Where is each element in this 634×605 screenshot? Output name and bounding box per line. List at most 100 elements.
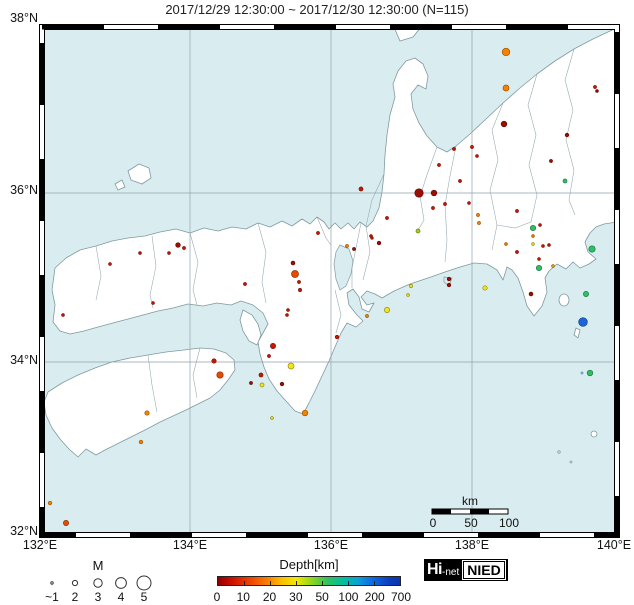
earthquake-point xyxy=(415,228,421,234)
earthquake-point xyxy=(279,381,285,387)
earthquake-point xyxy=(63,520,69,526)
earthquake-point xyxy=(562,178,568,184)
depth-legend-tick-label: 20 xyxy=(262,590,277,604)
earthquake-point xyxy=(290,260,296,266)
earthquake-point xyxy=(267,354,271,358)
earthquake-point xyxy=(287,362,295,370)
magnitude-legend-circles xyxy=(50,575,152,591)
y-axis-tick-label: 38°N xyxy=(10,11,38,25)
landmass-honshu xyxy=(51,27,617,415)
earthquake-point xyxy=(211,358,217,364)
earthquake-point xyxy=(535,264,543,272)
logo-nied-text: NIED xyxy=(462,560,506,580)
landmass-awaji xyxy=(239,309,262,346)
depth-legend-tick-label: 0 xyxy=(213,590,221,604)
magnitude-legend-title: M xyxy=(92,558,104,573)
magnitude-legend-label: 4 xyxy=(117,590,125,604)
magnitude-legend-circle xyxy=(115,577,127,589)
earthquake-point xyxy=(470,145,474,149)
earthquake-point xyxy=(151,301,155,305)
earthquake-point xyxy=(475,154,479,158)
earthquake-point xyxy=(175,242,181,248)
depth-legend-tick-label: 10 xyxy=(236,590,250,604)
depth-legend-tick-label: 30 xyxy=(289,590,303,604)
earthquake-point xyxy=(406,293,410,297)
earthquake-point xyxy=(531,242,535,246)
x-axis-tick-label: 138°E xyxy=(454,538,490,552)
earthquake-point xyxy=(500,120,508,128)
lake-biwa xyxy=(333,244,354,291)
earthquake-point xyxy=(167,251,171,255)
magnitude-legend-label: 3 xyxy=(94,590,102,604)
depth-legend-tick-label: 200 xyxy=(364,590,385,604)
earthquake-point xyxy=(409,284,413,288)
earthquake-point xyxy=(144,410,150,416)
magnitude-legend-circle xyxy=(136,575,152,591)
earthquake-point xyxy=(541,244,545,248)
magnitude-legend-circle xyxy=(71,579,79,587)
earthquake-point xyxy=(580,371,584,375)
earthquake-point xyxy=(549,159,553,163)
depth-colorbar-tick xyxy=(348,581,349,585)
earthquake-point xyxy=(551,264,555,268)
earthquake-point xyxy=(258,372,264,378)
earthquake-point xyxy=(588,245,596,253)
earthquake-point xyxy=(446,282,452,288)
earthquake-point xyxy=(547,243,551,247)
earthquake-point xyxy=(477,221,481,225)
earthquake-point xyxy=(502,84,510,92)
earthquake-point xyxy=(431,206,435,210)
landmass-oki xyxy=(114,163,152,191)
depth-legend-tick-label: 100 xyxy=(338,590,359,604)
earthquake-point xyxy=(243,282,247,286)
earthquake-point xyxy=(515,209,519,213)
earthquake-point xyxy=(595,89,599,93)
scale-bar-tick-label: 50 xyxy=(464,516,478,530)
earthquake-point xyxy=(47,500,53,506)
earthquake-point xyxy=(538,223,542,227)
earthquake-point xyxy=(385,216,389,220)
earthquake-point xyxy=(528,291,534,297)
earthquake-point xyxy=(583,291,589,297)
logo-hi-text: Hi xyxy=(427,561,443,578)
magnitude-legend-label: 5 xyxy=(140,590,148,604)
map-frame xyxy=(39,24,620,538)
earthquake-point xyxy=(61,313,65,317)
magnitude-legend-label: 2 xyxy=(71,590,79,604)
earthquake-point xyxy=(531,234,535,238)
landmass-sado xyxy=(393,27,422,42)
earthquake-point xyxy=(437,163,441,167)
y-axis-tick-label: 32°N xyxy=(10,524,38,538)
earthquake-point xyxy=(182,246,186,250)
earthquake-point xyxy=(270,416,274,420)
earthquake-point xyxy=(452,147,456,151)
depth-colorbar xyxy=(217,576,401,586)
earthquake-point xyxy=(482,285,488,291)
earthquake-point xyxy=(270,343,276,349)
earthquake-point xyxy=(504,242,508,246)
izu-islands xyxy=(557,293,598,464)
magnitude-legend-circle xyxy=(93,578,103,588)
scale-bar-unit-label: km xyxy=(462,494,478,508)
depth-colorbar-tick xyxy=(244,581,245,585)
earthquake-point xyxy=(501,47,511,57)
earthquake-point xyxy=(370,236,374,240)
y-axis-tick-label: 34°N xyxy=(10,353,38,367)
depth-colorbar-tick xyxy=(270,581,271,585)
earthquake-point xyxy=(216,371,224,379)
earthquake-point xyxy=(358,186,364,192)
graticule xyxy=(42,27,617,535)
earthquake-point xyxy=(529,224,537,232)
earthquake-point xyxy=(286,308,290,312)
x-axis-tick-label: 140°E xyxy=(596,538,632,552)
earthquake-point xyxy=(384,307,390,313)
earthquake-point xyxy=(443,202,447,206)
x-axis-tick-label: 132°E xyxy=(22,538,58,552)
depth-colorbar-tick xyxy=(296,581,297,585)
earthquake-point xyxy=(108,262,112,266)
earthquake-point xyxy=(316,231,320,235)
earthquake-point xyxy=(578,317,588,327)
earthquake-point xyxy=(586,369,594,377)
